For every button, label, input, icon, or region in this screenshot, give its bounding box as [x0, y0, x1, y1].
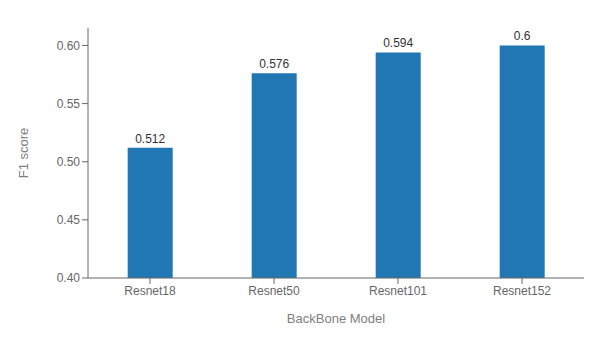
- svg-text:0.576: 0.576: [259, 57, 289, 71]
- svg-text:Resnet101: Resnet101: [369, 284, 427, 298]
- svg-text:0.50: 0.50: [57, 155, 81, 169]
- svg-text:Resnet18: Resnet18: [124, 284, 176, 298]
- svg-text:Resnet50: Resnet50: [248, 284, 300, 298]
- svg-text:0.45: 0.45: [57, 213, 81, 227]
- svg-text:Resnet152: Resnet152: [493, 284, 551, 298]
- svg-text:0.55: 0.55: [57, 97, 81, 111]
- svg-text:0.6: 0.6: [514, 29, 531, 43]
- svg-text:0.512: 0.512: [135, 132, 165, 146]
- svg-text:F1 score: F1 score: [16, 128, 31, 179]
- svg-text:0.60: 0.60: [57, 39, 81, 53]
- svg-text:BackBone Model: BackBone Model: [287, 311, 385, 326]
- svg-text:0.40: 0.40: [57, 271, 81, 285]
- svg-text:0.594: 0.594: [383, 36, 413, 50]
